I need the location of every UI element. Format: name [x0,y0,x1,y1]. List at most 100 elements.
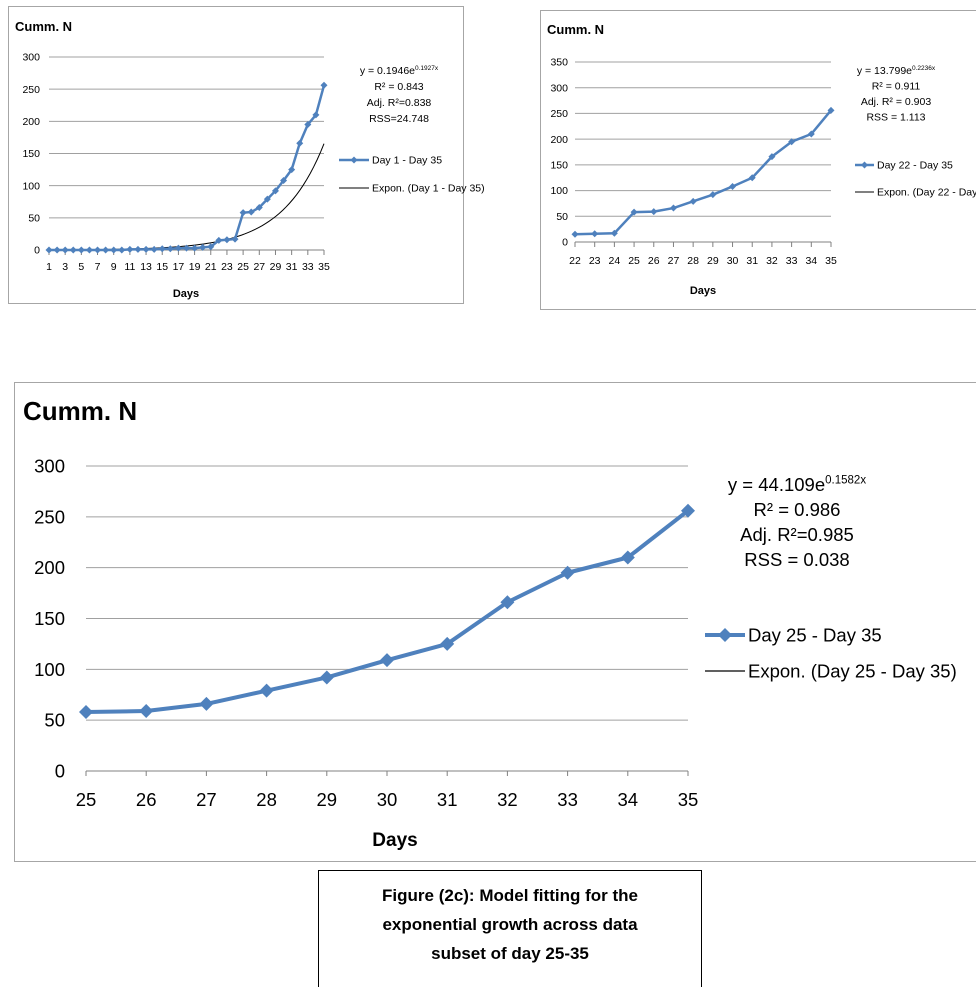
caption-line: Figure (2c): Model fitting for the [382,886,638,905]
y-tick-label: 250 [22,84,40,96]
y-tick-label: 250 [550,108,568,120]
x-tick-label: 35 [678,789,699,810]
x-tick-label: 17 [173,261,185,273]
data-point [134,245,142,253]
chart-title: Cumm. N [547,22,604,37]
legend-series-label: Day 22 - Day 35 [877,160,953,172]
x-tick-label: 1 [46,261,52,273]
y-tick-label: 0 [562,237,568,249]
chart-panel-day1-35: Cumm. N 0 50 100 150 200 250 300 1 3 5 7 9 11 13 15 17 19… [8,6,485,304]
x-tick-label: 29 [707,255,719,267]
y-tick-label: 200 [34,557,65,578]
x-tick-label: 31 [746,255,758,267]
data-point [689,197,697,205]
data-point [231,235,239,243]
chart-title: Cumm. N [15,19,72,34]
x-tick-label: 31 [286,261,298,273]
statistic-label: R² = 0.986 [754,499,841,520]
y-tick-label: 200 [550,134,568,146]
y-tick-label: 50 [556,211,568,223]
data-point [630,208,638,216]
y-tick-label: 0 [34,245,40,257]
statistic-label: Adj. R²=0.985 [740,524,854,545]
legend-series-label: Day 25 - Day 35 [748,624,882,645]
x-tick-label: 30 [377,789,398,810]
figure-caption: Figure (2c): Model fitting for the expon… [318,870,702,987]
data-point [440,636,455,651]
x-tick-label: 15 [156,261,168,273]
statistic-label: Adj. R² = 0.903 [861,96,931,108]
x-axis-label: Days [690,285,716,297]
y-tick-label: 100 [22,180,40,192]
data-point [669,204,677,212]
x-tick-label: 32 [766,255,778,267]
x-tick-label: 30 [727,255,739,267]
x-tick-label: 22 [569,255,581,267]
legend-series-label: Day 1 - Day 35 [372,155,442,167]
data-point [139,704,154,719]
statistic-label: RSS=24.748 [369,113,429,125]
x-tick-label: 33 [557,789,578,810]
trendline [48,143,325,251]
data-point [239,209,247,217]
legend-series-marker [718,628,732,642]
data-point [571,230,579,238]
x-tick-label: 34 [805,255,817,267]
chart-day25-35: Cumm. N 0 50 100 150 200 250 300 25 26 27 28 29 30 31 3… [23,396,957,851]
series-line [85,509,690,715]
equation-label: y = 0.1946e0.1927x [360,65,439,77]
data-point [53,246,61,254]
data-point [207,243,215,251]
x-tick-label: 31 [437,789,458,810]
data-point [319,670,334,685]
x-tick-label: 25 [628,255,640,267]
data-point [681,503,695,518]
equation-label: y = 44.109e0.1582x [728,474,866,495]
data-point [768,153,776,161]
data-point [650,208,658,216]
caption-line: exponential growth across data [382,915,638,934]
data-point [280,177,288,185]
legend-series-marker [861,161,868,169]
equation-exponent: 0.1927x [415,65,439,72]
y-tick-label: 300 [34,455,65,476]
data-point [255,204,263,212]
chart-day22-35: Cumm. N 0 50 100 150 200 250 300 350 22 23 24 25 26 27… [547,22,976,297]
data-point [215,236,223,244]
statistic-label: RSS = 0.038 [744,549,849,570]
x-axis-label: Days [372,830,417,851]
x-axis-label: Days [173,288,199,300]
data-point [729,182,737,190]
data-point [110,246,118,254]
x-tick-label: 23 [221,261,233,273]
data-point [61,246,69,254]
y-tick-label: 0 [55,760,65,781]
data-point [500,595,515,610]
x-tick-label: 35 [318,261,330,273]
data-point [223,236,231,244]
x-tick-label: 27 [196,789,217,810]
data-point [827,106,835,114]
series-line [574,109,832,236]
statistic-label: RSS = 1.113 [866,112,925,124]
data-point [174,244,182,252]
data-point [304,121,312,129]
x-tick-label: 21 [205,261,217,273]
legend-trendline-label: Expon. (Day 25 - Day 35) [748,660,957,681]
data-point [191,244,199,252]
equation-base: y = 44.109e [728,474,825,495]
x-tick-label: 32 [497,789,518,810]
x-tick-label: 27 [253,261,265,273]
data-point [788,138,796,146]
x-tick-label: 23 [589,255,601,267]
series-line [49,84,326,252]
statistic-label: R² = 0.911 [872,81,921,93]
legend-trendline-label: Expon. (Day 1 - Day 35) [372,183,485,195]
data-point [69,246,77,254]
data-point [709,191,717,199]
x-tick-label: 25 [76,789,97,810]
data-point [259,683,274,698]
data-point [45,246,53,254]
data-point [610,229,618,237]
